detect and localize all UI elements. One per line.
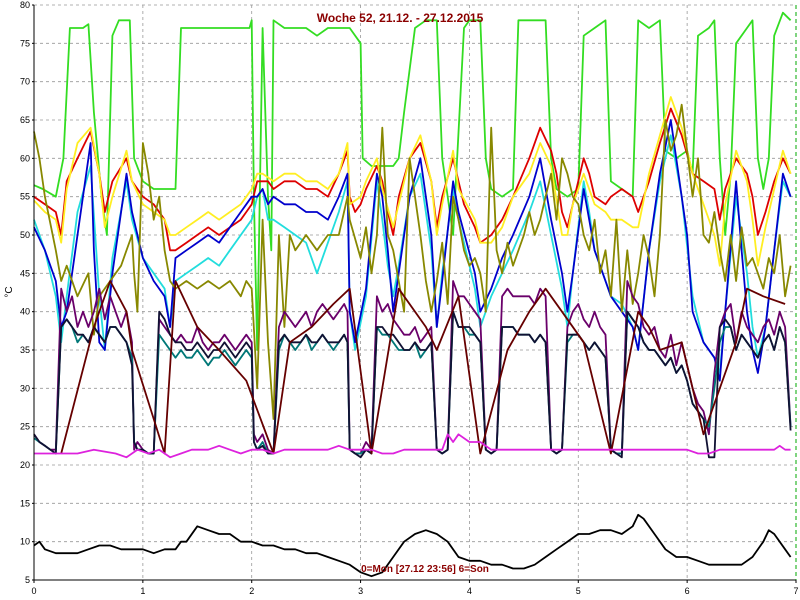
series-line-3: [33, 96, 792, 267]
series-line-5: [33, 119, 792, 382]
x-tick-label: 0: [31, 586, 36, 596]
series-line-12: [33, 513, 792, 578]
chart-footer: 0=Mon [27.12 23:56] 6=Son: [361, 564, 489, 575]
series-line-9: [33, 310, 792, 459]
y-tick-label: 35: [20, 345, 30, 355]
series-line-10: [60, 280, 786, 455]
y-tick-label: 40: [20, 307, 30, 317]
y-tick-label: 45: [20, 268, 30, 278]
y-tick-label: 10: [20, 537, 30, 547]
series-line-11: [34, 433, 791, 459]
x-tick-label: 5: [576, 586, 581, 596]
x-tick-label: 2: [249, 586, 254, 596]
series-line-6: [33, 103, 792, 420]
x-tick-label: 6: [685, 586, 690, 596]
y-tick-label: 75: [20, 38, 30, 48]
y-tick-label: 65: [20, 115, 30, 125]
x-tick-label: 3: [358, 586, 363, 596]
y-tick-label: 15: [20, 498, 30, 508]
y-tick-label: 50: [20, 230, 30, 240]
y-tick-label: 20: [20, 460, 30, 470]
x-tick-label: 4: [467, 586, 472, 596]
y-tick-label: 80: [20, 0, 30, 10]
y-tick-label: 30: [20, 383, 30, 393]
y-tick-label: 70: [20, 77, 30, 87]
axes: [33, 5, 797, 581]
y-axis-label: °C: [4, 286, 15, 297]
y-tick-label: 55: [20, 192, 30, 202]
grid: [34, 4, 796, 580]
series-layer: [33, 11, 792, 578]
y-tick-label: 25: [20, 422, 30, 432]
x-tick-label: 7: [793, 586, 798, 596]
y-tick-label: 60: [20, 153, 30, 163]
x-tick-label: 1: [140, 586, 145, 596]
chart-title: Woche 52, 21.12. - 27.12.2015: [317, 11, 484, 25]
y-tick-label: 5: [25, 575, 30, 585]
